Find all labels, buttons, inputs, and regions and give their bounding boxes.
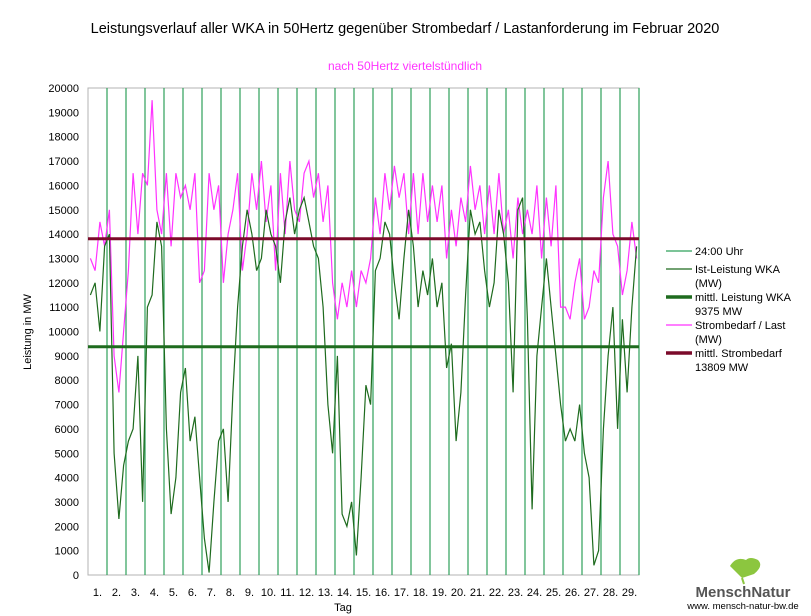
logo-url: www. mensch-natur-bw.de — [686, 601, 798, 612]
x-tick-label: 29. — [622, 587, 637, 599]
logo-text: MenschNatur — [695, 584, 790, 601]
x-tick-label: 28. — [603, 587, 618, 599]
x-tick-label: 25. — [546, 587, 561, 599]
x-tick-label: 26. — [565, 587, 580, 599]
legend-label: 13809 MW — [695, 362, 749, 374]
x-tick-label: 15. — [356, 587, 371, 599]
x-tick-label: 23. — [508, 587, 523, 599]
x-tick-label: 14. — [337, 587, 352, 599]
x-tick-label: 5. — [169, 587, 178, 599]
legend: 24:00 Uhr Ist-Leistung WKA (MW) mittl. Leis… — [666, 246, 792, 374]
chart-subtitle: nach 50Hertz viertelstündlich — [328, 59, 482, 73]
x-tick-label: 1. — [93, 587, 102, 599]
x-tick-label: 22. — [489, 587, 504, 599]
legend-label: Ist-Leistung WKA — [695, 264, 781, 276]
series-line — [89, 195, 638, 573]
x-tick-label: 19. — [432, 587, 447, 599]
x-tick-label: 27. — [584, 587, 599, 599]
logo: MenschNatur www. mensch-natur-bw.de — [686, 558, 799, 612]
legend-label: 9375 MW — [695, 306, 743, 318]
ginkgo-stem-icon — [741, 577, 745, 585]
legend-label: mittl. Strombedarf — [695, 348, 783, 360]
x-axis-label: Tag — [334, 602, 352, 614]
x-tick-label: 16. — [375, 587, 390, 599]
x-tick-label: 4. — [150, 587, 159, 599]
legend-label: Strombedarf / Last — [695, 320, 786, 332]
y-tick-label: 13000 — [48, 253, 79, 265]
x-tick-label: 11. — [280, 587, 294, 599]
y-tick-label: 18000 — [48, 132, 79, 144]
x-tick-label: 2. — [112, 587, 121, 599]
x-tick-label: 18. — [413, 587, 428, 599]
y-tick-label: 1000 — [55, 546, 79, 558]
x-tick-label: 9. — [245, 587, 254, 599]
y-tick-label: 20000 — [48, 83, 79, 95]
ginkgo-leaf-icon — [730, 558, 761, 578]
x-tick-label: 12. — [299, 587, 314, 599]
x-tick-label: 13. — [318, 587, 333, 599]
x-tick-label: 3. — [131, 587, 140, 599]
y-axis-label: Leistung in MW — [22, 293, 34, 369]
y-tick-label: 8000 — [55, 375, 79, 387]
x-tick-label: 10. — [261, 587, 276, 599]
x-tick-label: 8. — [226, 587, 235, 599]
x-tick-label: 17. — [394, 587, 409, 599]
y-tick-label: 9000 — [55, 351, 79, 363]
y-tick-label: 10000 — [48, 327, 79, 339]
y-tick-label: 12000 — [48, 278, 79, 290]
plot-area — [87, 87, 640, 576]
legend-label: (MW) — [695, 278, 722, 290]
y-tick-label: 4000 — [55, 473, 79, 485]
series-line — [89, 100, 638, 393]
y-tick-label: 11000 — [49, 302, 79, 314]
legend-label: (MW) — [695, 334, 722, 346]
x-tick-label: 24. — [527, 587, 542, 599]
y-tick-label: 16000 — [48, 180, 79, 192]
x-tick-label: 21. — [470, 587, 485, 599]
x-tick-label: 7. — [207, 587, 216, 599]
x-tick-label: 20. — [451, 587, 466, 599]
x-tick-label: 6. — [188, 587, 197, 599]
y-tick-label: 5000 — [55, 448, 79, 460]
y-tick-label: 19000 — [48, 107, 79, 119]
y-tick-label: 2000 — [55, 521, 79, 533]
y-tick-label: 7000 — [55, 400, 79, 412]
y-tick-label: 15000 — [48, 205, 79, 217]
y-tick-label: 14000 — [48, 229, 79, 241]
legend-label: 24:00 Uhr — [695, 246, 744, 258]
chart-title: Leistungsverlauf aller WKA in 50Hertz ge… — [91, 21, 720, 37]
legend-label: mittl. Leistung WKA — [695, 292, 792, 304]
y-tick-label: 6000 — [55, 424, 79, 436]
y-tick-label: 0 — [73, 570, 79, 582]
y-tick-label: 3000 — [55, 497, 79, 509]
y-tick-label: 17000 — [48, 156, 79, 168]
